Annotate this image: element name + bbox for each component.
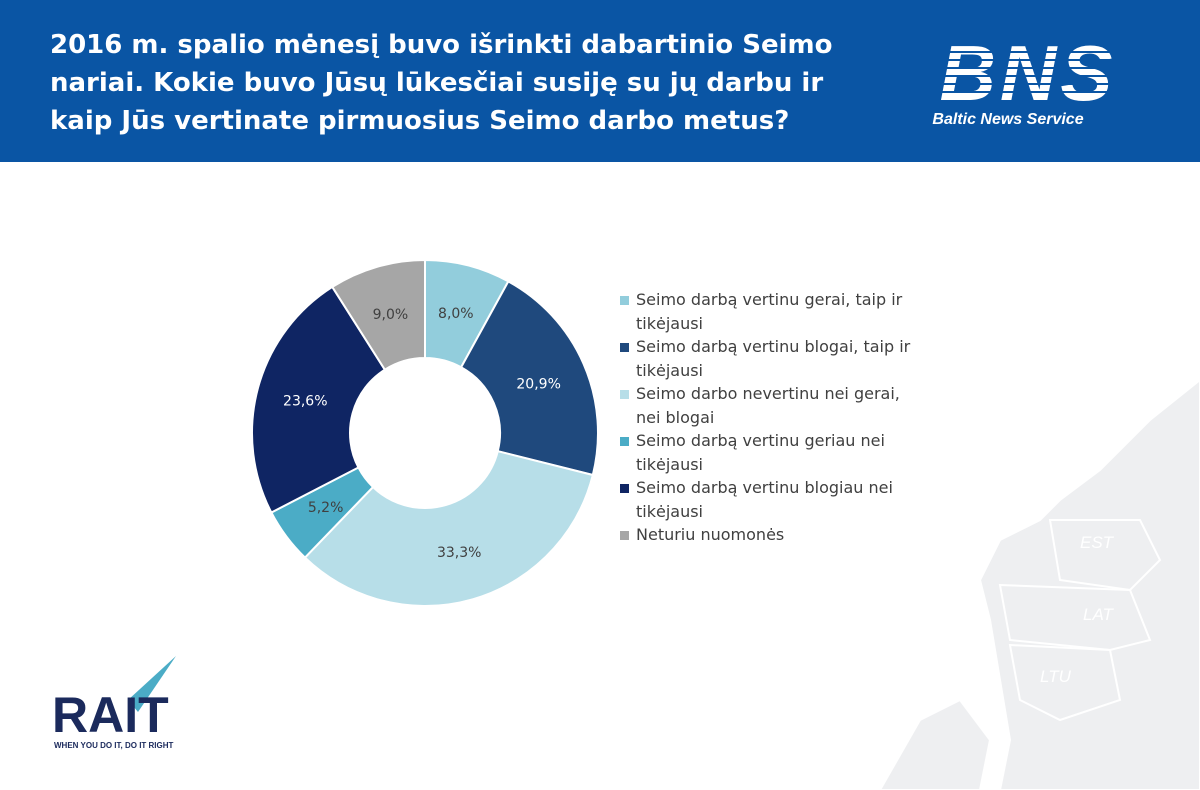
map-label: LAT — [1083, 605, 1115, 624]
map — [878, 378, 1200, 790]
legend-swatch — [620, 531, 629, 540]
chart-title: 2016 m. spalio mėnesį buvo išrinkti daba… — [50, 30, 833, 136]
map-est — [1048, 519, 1162, 592]
legend-label: Seimo darbą vertinu geriau nei tikėjausi — [636, 431, 885, 474]
legend-entry: Seimo darbą vertinu blogai, taip ir tikė… — [620, 335, 920, 382]
legend-label: Neturiu nuomonės — [636, 525, 785, 544]
data-label: 9,0% — [373, 307, 409, 323]
logo-check — [128, 656, 176, 712]
header: 2016 m. spalio mėnesį buvo išrinkti daba… — [0, 0, 1200, 162]
rait-logo: RAIT WHEN YOU DO IT, DO IT RIGHT — [52, 656, 176, 750]
slice — [303, 449, 595, 607]
legend-swatch — [620, 296, 629, 305]
map-land — [878, 698, 992, 790]
legend-swatch — [620, 437, 629, 446]
legend-label: Seimo darbą vertinu blogiau nei tikėjaus… — [636, 478, 893, 521]
legend: Seimo darbą vertinu gerai, taip ir tikėj… — [620, 288, 920, 547]
slice — [251, 285, 387, 514]
legend-entry: Seimo darbo nevertinu nei gerai, nei blo… — [620, 382, 920, 429]
rait-slogan: WHEN YOU DO IT, DO IT RIGHT — [54, 741, 174, 750]
data-label: 20,9% — [516, 376, 560, 392]
map-lat — [998, 583, 1152, 652]
legend-swatch — [620, 484, 629, 493]
legend-entry: Neturiu nuomonės — [620, 523, 920, 547]
legend-label: Seimo darbą vertinu blogai, taip ir tikė… — [636, 337, 911, 380]
logo-text: BNS — [940, 29, 1117, 117]
map-ltu — [1008, 643, 1122, 722]
legend-entry: Seimo darbą vertinu geriau nei tikėjausi — [620, 429, 920, 476]
slice — [330, 258, 426, 372]
data-label: 8,0% — [438, 306, 474, 322]
map-label: EST — [1080, 533, 1115, 552]
bns-logo: BNS Baltic News Service — [920, 29, 1130, 128]
legend-label: Seimo darbą vertinu gerai, taip ir tikėj… — [636, 290, 903, 333]
legend-entry: Seimo darbą vertinu blogiau nei tikėjaus… — [620, 476, 920, 523]
legend-label: Seimo darbo nevertinu nei gerai, nei blo… — [636, 384, 900, 427]
rait-text: RAIT — [52, 687, 169, 743]
legend-swatch — [620, 343, 629, 352]
data-label: 33,3% — [437, 545, 481, 561]
slice — [459, 280, 599, 477]
legend-entry: Seimo darbą vertinu gerai, taip ir tikėj… — [620, 288, 920, 335]
data-label: 5,2% — [308, 500, 344, 516]
legend-swatch — [620, 390, 629, 399]
map-label: LTU — [1040, 667, 1072, 686]
data-label: 23,6% — [283, 394, 327, 410]
logo-caption: Baltic News Service — [932, 111, 1083, 128]
